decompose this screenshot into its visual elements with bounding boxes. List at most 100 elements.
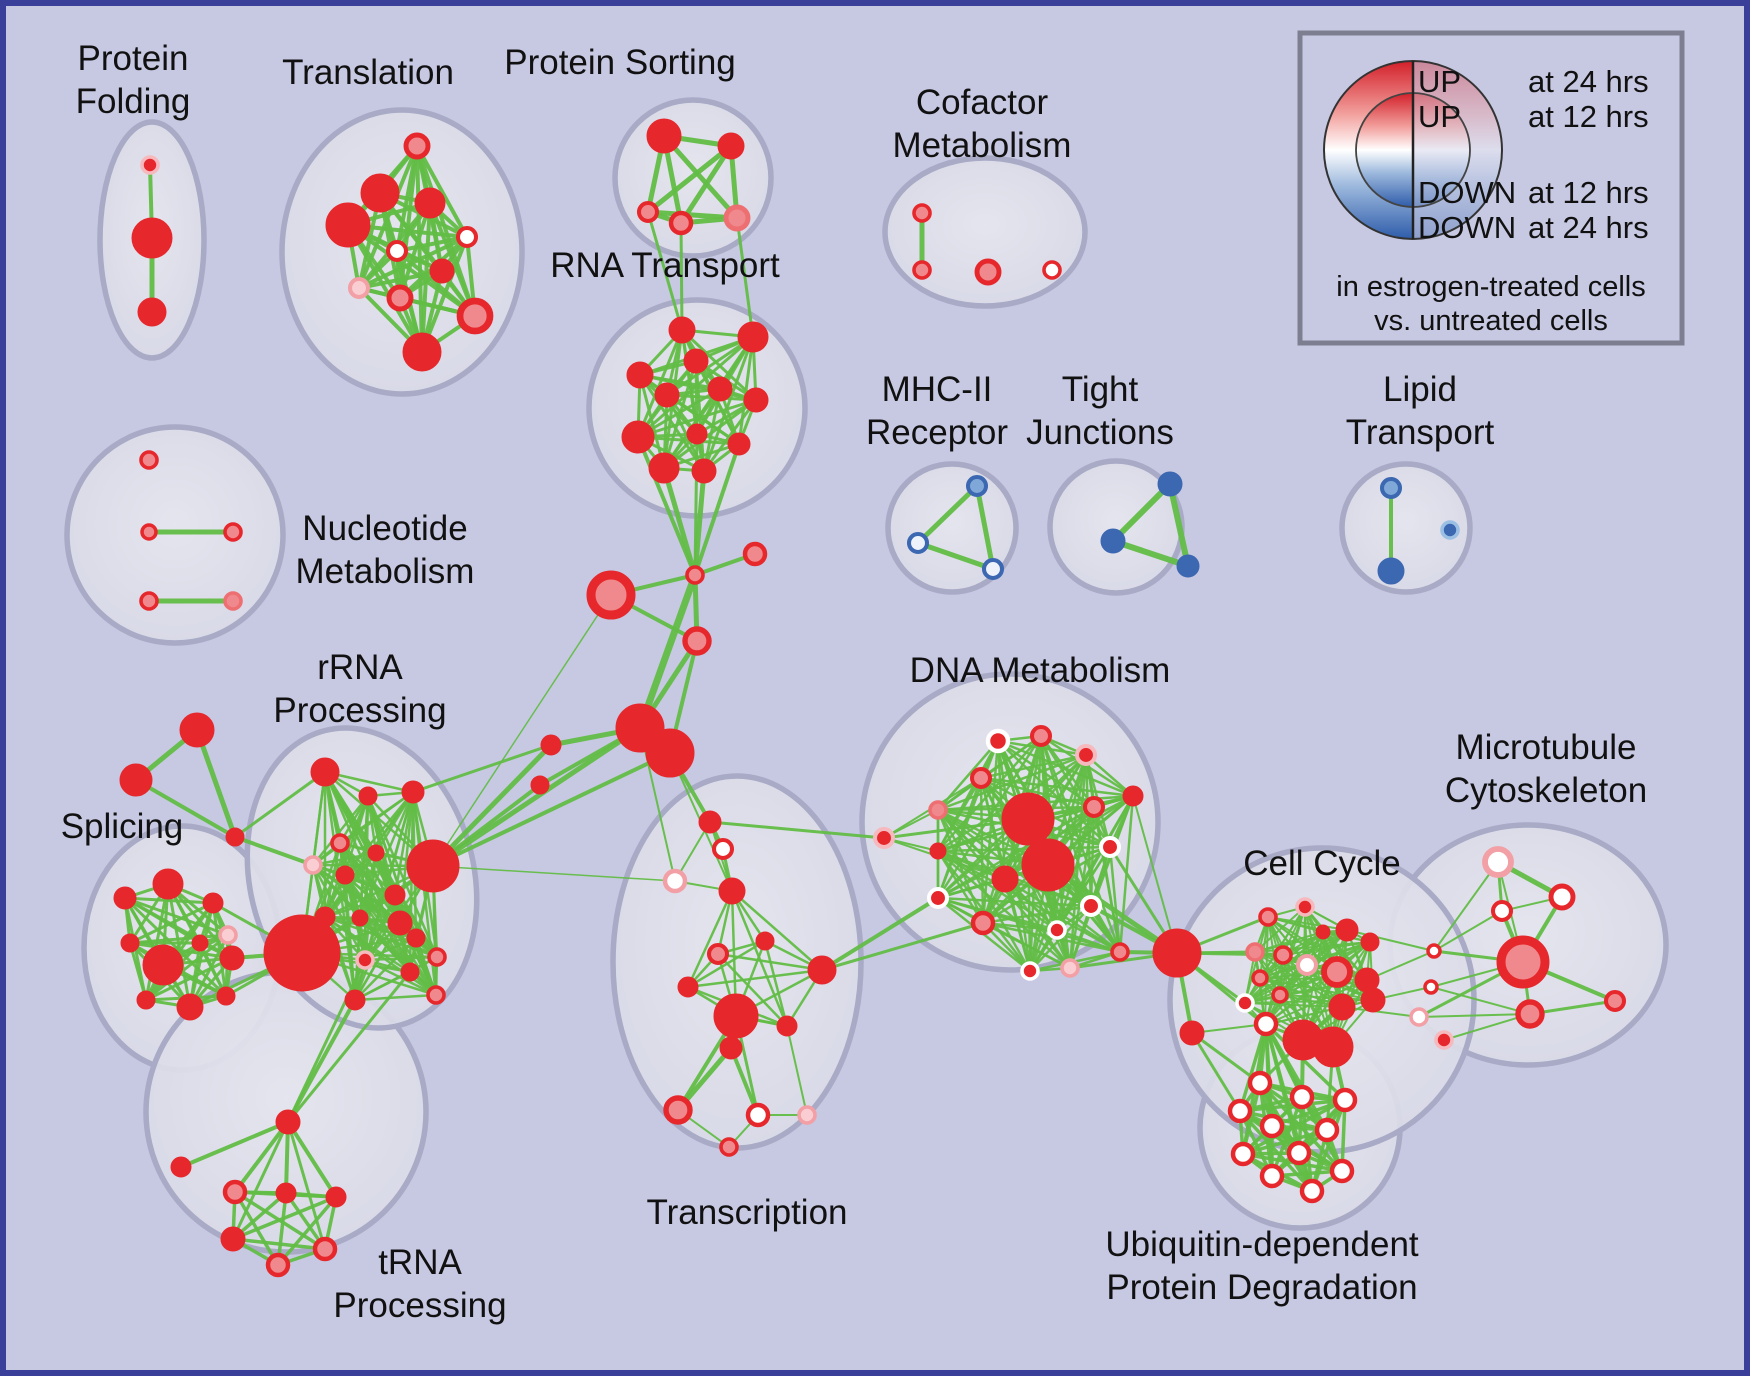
node-cn3[interactable] [586, 570, 636, 620]
node-left1[interactable] [540, 734, 562, 756]
node-sp1[interactable] [179, 712, 215, 748]
node-tr7[interactable] [312, 1236, 338, 1262]
node-rt2[interactable] [737, 321, 769, 353]
node-mt2[interactable] [1548, 883, 1576, 911]
node-pf1[interactable] [140, 155, 160, 175]
node-rr3[interactable] [401, 780, 425, 804]
node-ps2[interactable] [717, 132, 745, 160]
node-tx3[interactable] [662, 868, 688, 894]
node-rt9[interactable] [686, 423, 708, 445]
node-cc9[interactable] [1321, 956, 1353, 988]
node-tr5[interactable] [325, 1186, 347, 1208]
node-tx15[interactable] [719, 1137, 739, 1157]
node-sp2[interactable] [119, 763, 153, 797]
node-dn7[interactable] [1001, 792, 1055, 846]
node-tx5[interactable] [755, 931, 775, 951]
node-tx6[interactable] [706, 942, 730, 966]
node-sp3[interactable] [225, 827, 245, 847]
node-nm3[interactable] [223, 522, 243, 542]
node-rr7[interactable] [367, 844, 385, 862]
node-lt1[interactable] [1379, 476, 1403, 500]
node-rr15[interactable] [355, 950, 375, 970]
node-tj1[interactable] [1157, 471, 1183, 497]
node-dn16[interactable] [1047, 920, 1067, 940]
node-tx1[interactable] [698, 810, 722, 834]
node-tr3[interactable] [222, 1179, 248, 1205]
node-sc6[interactable] [191, 934, 209, 952]
node-dl1[interactable] [872, 826, 896, 850]
node-cc6[interactable] [1245, 942, 1265, 962]
node-rr6[interactable] [335, 865, 355, 885]
node-mtw4[interactable] [1434, 1030, 1454, 1050]
node-pf2[interactable] [131, 217, 173, 259]
node-sc7[interactable] [219, 945, 245, 971]
node-tx10[interactable] [776, 1015, 798, 1037]
node-mtw1[interactable] [1426, 943, 1442, 959]
node-dn12[interactable] [1098, 835, 1122, 859]
node-nm1[interactable] [139, 450, 159, 470]
node-tx8[interactable] [807, 955, 837, 985]
node-cn1[interactable] [685, 565, 705, 585]
node-dn19[interactable] [1110, 942, 1130, 962]
node-tj2[interactable] [1100, 528, 1126, 554]
node-mt4[interactable] [1496, 935, 1550, 989]
node-rr18[interactable] [344, 989, 366, 1011]
node-lt2[interactable] [1377, 557, 1405, 585]
node-nm4[interactable] [139, 591, 159, 611]
node-ps1[interactable] [646, 118, 682, 154]
node-cc15[interactable] [1328, 993, 1356, 1021]
node-cc1[interactable] [1258, 907, 1278, 927]
node-tl10[interactable] [456, 297, 494, 335]
node-ub9[interactable] [1286, 1140, 1312, 1166]
node-cc18[interactable] [1312, 1026, 1354, 1068]
node-tl8[interactable] [347, 276, 371, 300]
node-tl9[interactable] [386, 284, 414, 312]
node-ub8[interactable] [1230, 1141, 1256, 1167]
node-ub12[interactable] [1299, 1178, 1325, 1204]
node-rt3[interactable] [683, 348, 709, 374]
node-dn15[interactable] [1079, 894, 1103, 918]
node-nm5[interactable] [223, 591, 243, 611]
node-ps3[interactable] [636, 200, 660, 224]
node-rt5[interactable] [654, 382, 680, 408]
node-rr14[interactable] [406, 928, 426, 948]
node-rt4[interactable] [626, 361, 654, 389]
node-cc5[interactable] [1360, 932, 1380, 952]
node-cchub[interactable] [1152, 928, 1202, 978]
node-tr4[interactable] [275, 1182, 297, 1204]
node-cf2[interactable] [912, 260, 932, 280]
node-cc3[interactable] [1315, 924, 1331, 940]
node-rr9[interactable] [384, 884, 406, 906]
node-tl4[interactable] [325, 202, 371, 248]
node-dn9[interactable] [991, 865, 1019, 893]
node-ub1[interactable] [1253, 1011, 1279, 1037]
node-left2[interactable] [530, 775, 550, 795]
node-mh1[interactable] [965, 474, 989, 498]
node-nm2[interactable] [140, 523, 158, 541]
node-dn4[interactable] [969, 766, 993, 790]
node-tr1[interactable] [275, 1109, 301, 1135]
node-tx11[interactable] [719, 1036, 743, 1060]
node-cc12[interactable] [1271, 986, 1289, 1004]
node-rt6[interactable] [707, 376, 733, 402]
node-dn10[interactable] [1082, 795, 1106, 819]
node-sc11[interactable] [218, 925, 238, 945]
node-ub2[interactable] [1247, 1070, 1273, 1096]
node-sc5[interactable] [142, 944, 184, 986]
node-ub10[interactable] [1259, 1163, 1285, 1189]
node-tx14[interactable] [797, 1105, 817, 1125]
node-cf1[interactable] [912, 203, 932, 223]
node-sc3[interactable] [202, 892, 224, 914]
node-sc1[interactable] [113, 886, 137, 910]
node-rt8[interactable] [621, 420, 655, 454]
node-rt12[interactable] [691, 458, 717, 484]
node-tl1[interactable] [403, 132, 431, 160]
node-pf3[interactable] [137, 297, 167, 327]
node-ps4[interactable] [668, 210, 694, 236]
node-cc2[interactable] [1295, 897, 1315, 917]
node-tx9[interactable] [713, 993, 759, 1039]
node-sc9[interactable] [176, 993, 204, 1021]
node-mh2[interactable] [906, 531, 930, 555]
node-hub2[interactable] [645, 728, 695, 778]
node-sc10[interactable] [216, 986, 236, 1006]
